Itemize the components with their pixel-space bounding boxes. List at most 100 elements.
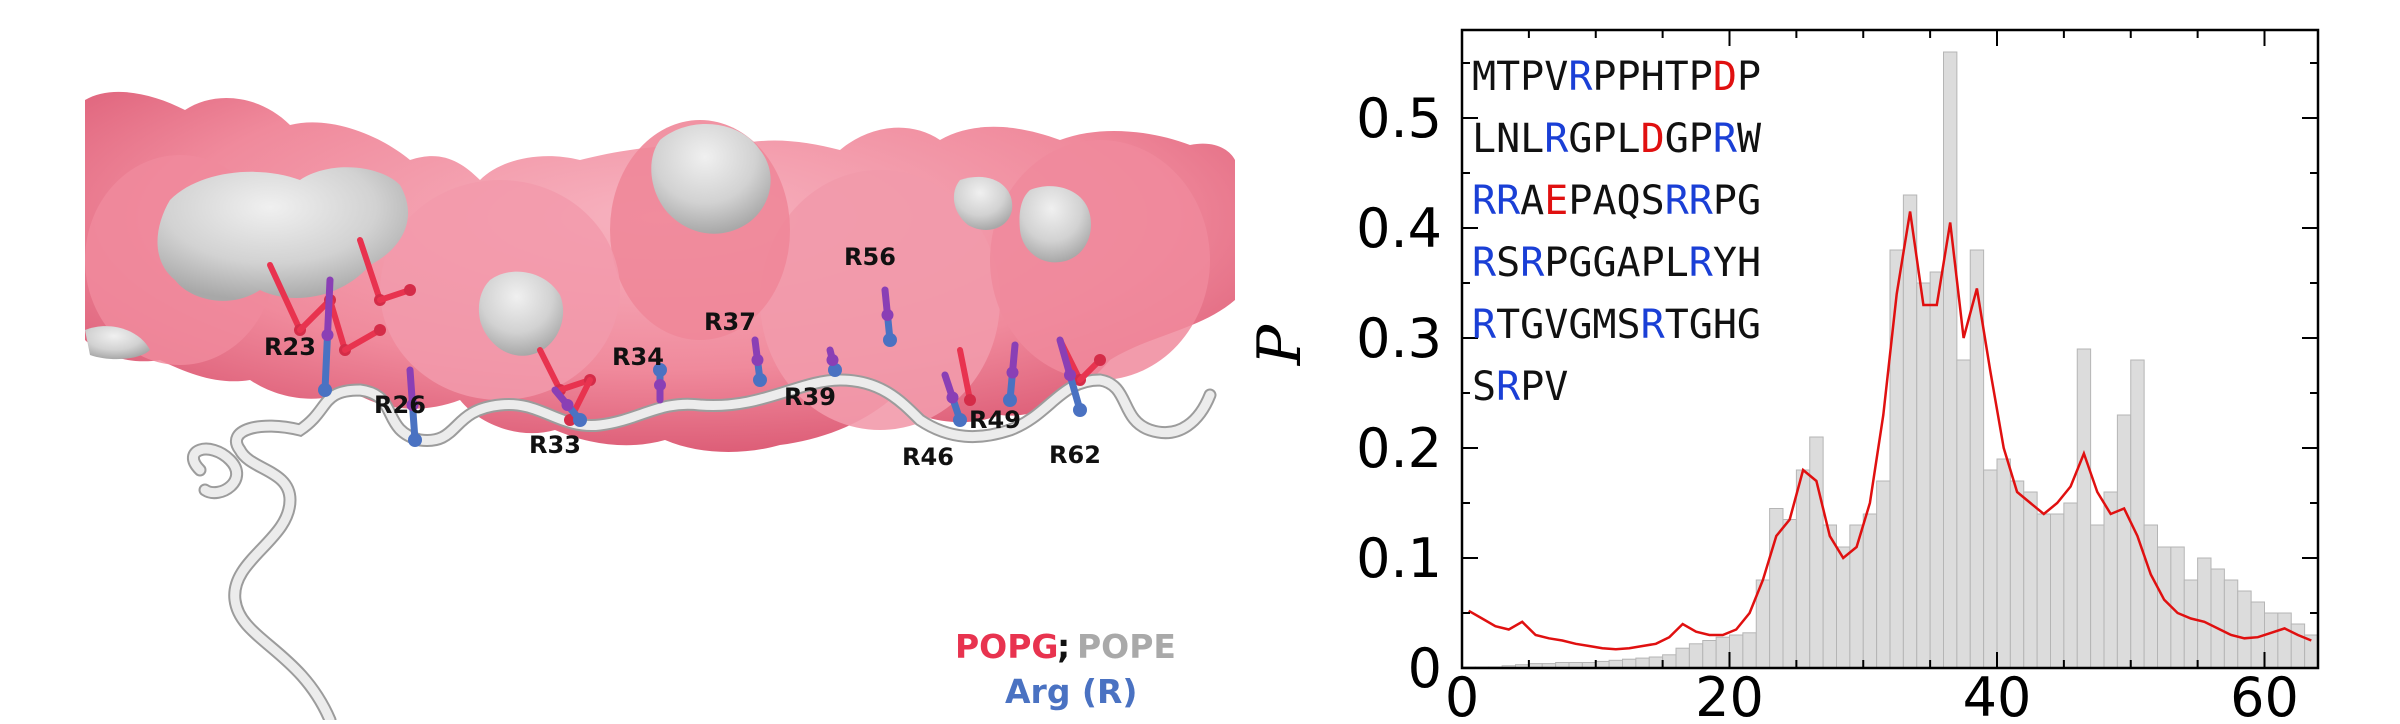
membrane-rendering: R23 R26 R33 R34 R37 R39 R56 R46 R49 R62 POPG ; PO… <box>85 91 1235 724</box>
lipid-atom <box>374 324 386 336</box>
sequence-segment: RR <box>1665 178 1714 224</box>
sequence-line: LNLRGPLDGPRW <box>1472 116 1762 162</box>
sequence-segment: PG <box>1713 178 1761 224</box>
lipid-stick <box>297 297 333 333</box>
histogram-bar <box>2076 348 2092 669</box>
probability-curve <box>1468 211 2312 651</box>
sequence-segment: R <box>1568 54 1593 100</box>
sequence-segment: R <box>1641 302 1666 348</box>
histogram-bar <box>2063 502 2078 669</box>
arg-atom <box>1006 366 1019 379</box>
y-tick-label: 0.2 <box>1356 417 1442 480</box>
sequence-segment: R <box>1472 240 1497 286</box>
legend: POPG ; POPE Arg (R) <box>955 627 1176 711</box>
sequence-segment: E <box>1544 178 1568 224</box>
arg-atom <box>406 399 419 411</box>
histogram-bar <box>1862 513 1878 669</box>
histogram-bar <box>2210 568 2225 669</box>
chart-svg: 0 20 40 60 00.10.20.30.40.5 P MTPVRPPHTPDPL… <box>1245 28 2320 724</box>
membrane-rendering-panel: R23 R26 R33 R34 R37 R39 R56 R46 R49 R62 POPG ; PO… <box>85 91 1235 724</box>
lipid-stick <box>342 327 383 353</box>
histogram-bars <box>1461 51 2319 669</box>
residue-labels: R23 R26 R33 R34 R37 R39 R56 R46 R49 R62 <box>264 243 1101 471</box>
sequence-line: RSRPGGAPLRYH <box>1472 240 1761 286</box>
histogram-bar <box>2143 524 2158 669</box>
histogram-bar <box>1809 436 1824 669</box>
histogram-bar <box>1662 654 1677 669</box>
histogram-bar <box>2103 491 2118 669</box>
histogram-bar <box>2009 480 2025 669</box>
arg-atom <box>561 399 574 411</box>
sequence-segment: D <box>1641 116 1665 162</box>
histogram-bar <box>2290 623 2306 669</box>
sequence-segment: W <box>1737 116 1762 162</box>
sequence-segment: PGGAPL <box>1544 240 1689 286</box>
histogram-bar <box>2223 579 2239 669</box>
y-tick-label: 0.4 <box>1356 197 1442 260</box>
y-tick-label: 0.1 <box>1356 527 1442 590</box>
sequence-segment: PV <box>1520 364 1568 410</box>
histogram-bar <box>2023 491 2038 669</box>
arg-atom <box>946 391 959 404</box>
x-tick-labels: 0 20 40 60 <box>1445 666 2299 724</box>
residue-label-r46: R46 <box>902 443 954 471</box>
sequence-line: MTPVRPPHTPDP <box>1472 54 1761 100</box>
sequence-segment: TGVGMS <box>1496 302 1641 348</box>
histogram-bar <box>1916 282 1931 669</box>
sequence-segment: P <box>1737 54 1761 100</box>
arg-atom <box>826 354 839 366</box>
arg-atom <box>1003 393 1017 407</box>
histogram-bar <box>2277 612 2292 669</box>
histogram-bar <box>2036 513 2051 669</box>
histogram-bar <box>1729 634 1744 669</box>
sequence-segment: S <box>1472 364 1496 410</box>
sequence-segment: PPHTP <box>1592 54 1712 100</box>
lipid-stick <box>957 347 973 403</box>
arg-atom <box>321 329 334 341</box>
y-tick-label: 0 <box>1408 637 1442 700</box>
histogram-bar <box>1782 519 1797 669</box>
sequence-segment: GPL <box>1568 116 1640 162</box>
y-tick-labels: 0 0.1 0.2 0.3 0.4 0.5 <box>1356 87 1442 700</box>
legend-separator: ; <box>1057 627 1070 666</box>
arg-atom <box>751 354 764 366</box>
x-tick-label: 20 <box>1695 666 1764 720</box>
histogram-bar <box>1822 524 1837 669</box>
residue-label-r56: R56 <box>844 243 896 271</box>
lipid-atom <box>404 284 416 296</box>
arg-atom <box>883 333 897 347</box>
sequence-segment: D <box>1713 54 1737 100</box>
histogram-bar <box>1702 640 1717 669</box>
histogram-bar <box>2090 524 2105 669</box>
lipid-stick <box>327 297 348 353</box>
sequence-segment: LNL <box>1472 116 1544 162</box>
histogram-bar <box>1983 469 1998 669</box>
lipid-atom <box>964 394 976 406</box>
histogram-bar <box>2264 612 2279 669</box>
sequence-segment: R <box>1713 116 1738 162</box>
sequence-segment: R <box>1520 240 1545 286</box>
sequence-line: RTGVGMSRTGHG <box>1472 302 1761 348</box>
residue-label-r33: R33 <box>529 431 581 459</box>
x-tick-label: 60 <box>2230 666 2299 720</box>
histogram-bar <box>2050 513 2065 669</box>
histogram-bar <box>2237 590 2252 669</box>
histogram-bar <box>1688 643 1704 669</box>
arg-atom <box>753 373 767 387</box>
sequence-segment: RR <box>1472 178 1521 224</box>
arg-atom <box>653 363 667 377</box>
sequence-segment: S <box>1496 240 1520 286</box>
contact-probability-chart: 0 20 40 60 0 0.1 0.2 0.3 0.4 0.5 P MTPVRPPHTPDP L… <box>1240 0 2400 724</box>
arginine-sidechains <box>267 237 1106 447</box>
histogram-bar <box>1876 480 1891 669</box>
axis-ticks <box>1461 30 2318 669</box>
sequence-segment: A <box>1520 178 1544 224</box>
sequence-segment: MTPV <box>1472 54 1568 100</box>
lipid-stick <box>537 347 563 393</box>
residue-label-r34: R34 <box>612 343 664 371</box>
sequence-segment: R <box>1472 302 1497 348</box>
histogram-bar <box>1742 632 1757 669</box>
sequence-segment: R <box>1544 116 1569 162</box>
sequence-line: RRAEPAQSRRPG <box>1472 178 1761 224</box>
protein-backbone <box>187 373 1217 724</box>
